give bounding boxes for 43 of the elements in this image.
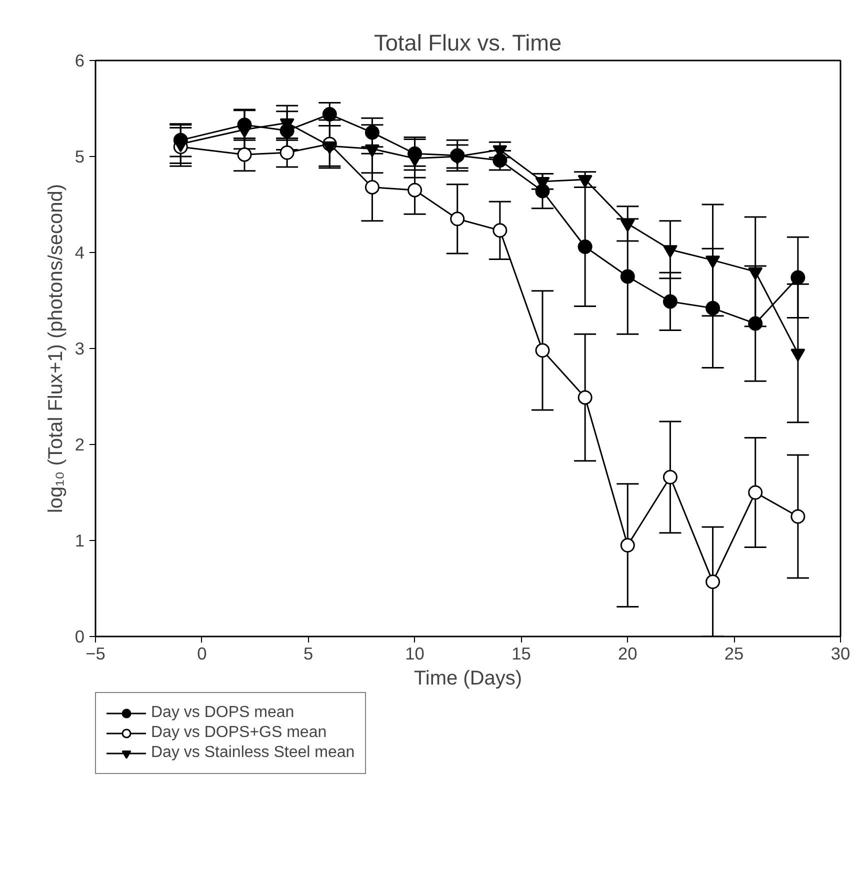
x-tick-label: 25 — [724, 644, 744, 664]
x-tick-label: 15 — [512, 644, 531, 664]
chart-title: Total Flux vs. Time — [374, 30, 562, 56]
point — [535, 343, 550, 358]
point — [790, 509, 806, 524]
y-tick-label: 3 — [74, 338, 85, 358]
point — [620, 538, 635, 553]
point — [492, 223, 508, 238]
x-tick-label: 0 — [197, 644, 207, 664]
legend-label: Day vs Stainless Steel mean — [151, 744, 355, 762]
point — [492, 153, 508, 168]
point — [706, 300, 720, 316]
x-tick-label: 10 — [405, 644, 424, 664]
legend-label: Day vs DOPS mean — [151, 704, 294, 722]
x-tick-label: 30 — [830, 644, 850, 664]
point — [790, 270, 806, 285]
y-tick-label: 5 — [74, 146, 85, 166]
y-tick-label: 4 — [74, 242, 85, 262]
point — [662, 470, 678, 484]
point — [280, 145, 294, 160]
y-tick-label: 0 — [74, 626, 85, 646]
point — [364, 125, 380, 140]
x-tick-label: 20 — [618, 644, 638, 664]
y-axis-title: log₁₀ (Total Flux+1) (photons/second) — [44, 184, 67, 514]
point — [578, 390, 592, 405]
x-tick-label: 5 — [304, 644, 314, 664]
point — [408, 182, 422, 198]
point — [662, 294, 678, 309]
y-tick-label: 1 — [74, 530, 85, 550]
point — [748, 485, 763, 500]
point — [748, 316, 763, 331]
point — [237, 147, 252, 162]
point — [322, 107, 337, 122]
point — [706, 574, 720, 590]
point — [450, 212, 465, 226]
y-tick-label: 6 — [74, 50, 85, 70]
x-tick-label: −5 — [86, 644, 106, 664]
point — [364, 180, 380, 194]
legend-label: Day vs DOPS+GS mean — [151, 724, 327, 742]
y-tick-label: 2 — [74, 434, 85, 454]
x-axis-title: Time (Days) — [414, 668, 522, 690]
point — [620, 269, 635, 284]
point — [578, 240, 592, 254]
